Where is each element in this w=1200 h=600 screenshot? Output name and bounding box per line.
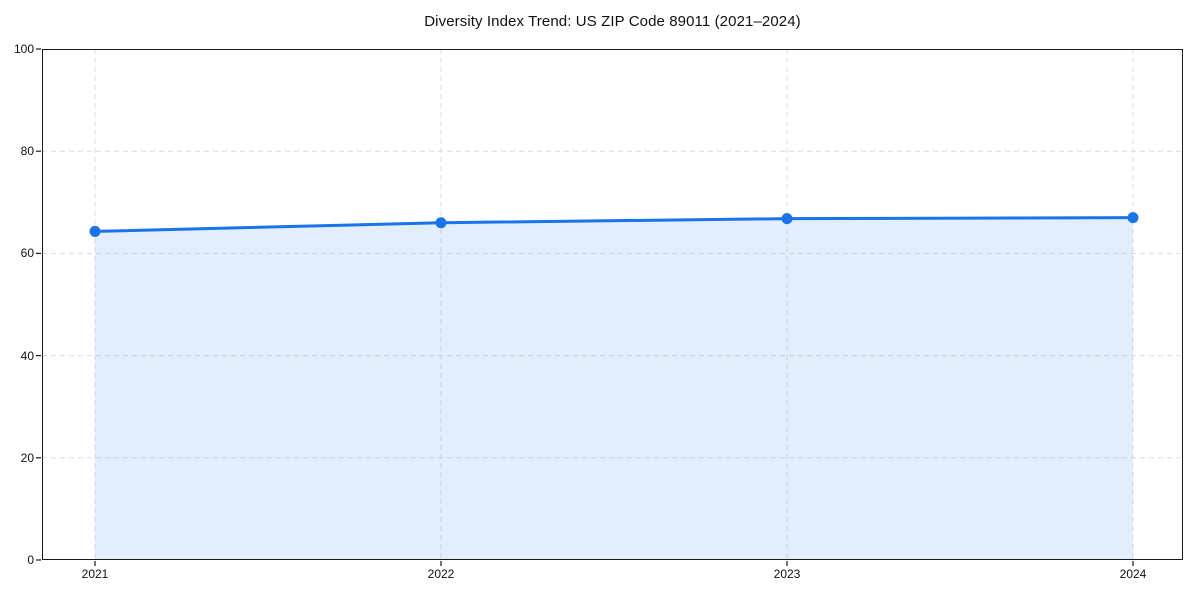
area-fill <box>95 217 1133 560</box>
y-tick-label: 40 <box>20 348 34 363</box>
data-point-2023 <box>781 213 793 225</box>
y-tick-label: 80 <box>20 144 34 159</box>
y-tick-label: 0 <box>27 553 34 567</box>
x-tick-label: 2023 <box>773 567 801 581</box>
x-tick-label: 2024 <box>1119 567 1147 581</box>
y-tick-label: 60 <box>20 246 34 261</box>
y-tick-label: 100 <box>13 42 34 56</box>
x-tick-label: 2022 <box>427 567 455 581</box>
data-point-2022 <box>435 217 447 229</box>
trend-area-chart <box>36 48 1183 566</box>
trend-line <box>93 216 1135 233</box>
x-tick-label: 2021 <box>81 567 109 581</box>
plot-area <box>36 48 1183 566</box>
chart-title: Diversity Index Trend: US ZIP Code 89011… <box>424 13 801 30</box>
data-point-2021 <box>89 225 101 237</box>
y-tick-label: 20 <box>20 450 34 465</box>
data-point-2024 <box>1127 212 1139 224</box>
